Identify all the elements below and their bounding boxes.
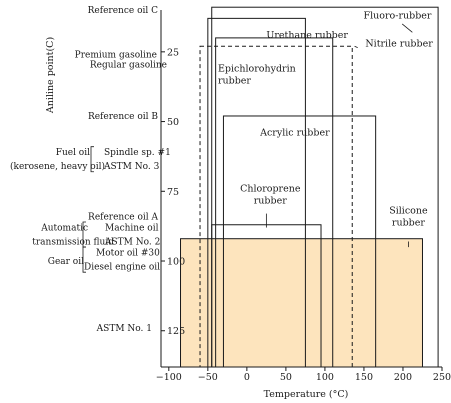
rubber-label-urethane-rubber: Urethane rubber xyxy=(266,30,348,41)
oil-label-transmission-fluid: transmission fluid xyxy=(32,237,114,247)
x-tick-label: 50 xyxy=(280,372,292,383)
axes: −100 −50 0 50 100 150 200 250 25 50 75 100 125 xyxy=(156,10,451,383)
oil-label-reference-oil-b: Reference oil B xyxy=(88,112,158,122)
oil-label-astm-no-2: ASTM No. 2 xyxy=(104,237,160,247)
oil-label-machine-oil: Machine oil xyxy=(105,224,159,234)
oil-label-fuel-oil: Fuel oil xyxy=(56,148,90,158)
range-box-silicone-rubber xyxy=(180,238,423,368)
bracket-2 xyxy=(82,246,86,273)
rubber-label-chloroprene-rubber: Chloroprene rubber xyxy=(240,183,301,206)
rubber-label-line: Epichlorohydrin xyxy=(218,63,296,74)
oil-label-motor-oil-30: Motor oil #30 xyxy=(96,249,160,259)
rubber-label-line: Urethane rubber xyxy=(266,30,348,41)
y-tick-label: 100 xyxy=(167,257,185,268)
x-tick-label: 250 xyxy=(433,372,451,383)
rubber-label-line: Nitrile rubber xyxy=(365,38,433,49)
rubber-label-line: rubber xyxy=(254,195,287,206)
rubber-labels: Fluoro-rubber Urethane rubber Nitrile rubb… xyxy=(218,10,433,248)
rubber-boxes xyxy=(180,6,439,368)
rubber-label-line: rubber xyxy=(392,218,425,229)
x-tick-label: −50 xyxy=(198,372,218,383)
y-tick-label: 75 xyxy=(167,187,179,198)
rubber-label-line: Silicone xyxy=(389,206,428,217)
oil-label-kerosene-heavy-oil: (kerosene, heavy oil) xyxy=(10,161,105,172)
rubber-label-silicone-rubber: Silicone rubber xyxy=(389,206,428,229)
oil-label-gear-oil: Gear oil xyxy=(48,257,84,267)
rubber-label-line: rubber xyxy=(218,75,251,86)
rubber-label-fluoro-rubber: Fluoro-rubber xyxy=(364,10,432,21)
rubber-label-line: Chloroprene xyxy=(240,183,301,194)
x-tick-label: 0 xyxy=(244,372,250,383)
rubber-label-nitrile-rubber: Nitrile rubber xyxy=(365,38,433,49)
rubber-label-acrylic-rubber: Acrylic rubber xyxy=(259,128,330,139)
oil-label-astm-no-1: ASTM No. 1 xyxy=(96,324,152,334)
x-tick-label: 200 xyxy=(394,372,412,383)
leader-nitrile-rubber xyxy=(354,45,358,49)
x-axis-title: Temperature (°C) xyxy=(264,389,349,400)
x-tick-label: 150 xyxy=(355,372,373,383)
oil-label-spindle-sp-1: Spindle sp. #1 xyxy=(104,148,171,158)
y-tick-label: 25 xyxy=(167,47,179,58)
oil-label-reference-oil-a: Reference oil A xyxy=(88,212,158,222)
oil-label-premium-gasoline: Premium gasoline xyxy=(75,51,157,61)
oil-label-regular-gasoline: Regular gasoline xyxy=(90,60,167,70)
oil-label-astm-no-3: ASTM No. 3 xyxy=(103,162,160,172)
oil-label-diesel-engine-oil: Diesel engine oil xyxy=(84,263,160,273)
y-axis-title: Aniline point(C) xyxy=(45,37,56,114)
oil-label-automatic: Automatic xyxy=(40,224,88,234)
leader-fluoro-rubber xyxy=(401,23,413,33)
y-tick-label: 125 xyxy=(167,326,185,337)
y-tick-label: 50 xyxy=(167,117,179,128)
rubber-label-epichlorohydrin-rubber: Epichlorohydrin rubber xyxy=(218,63,296,86)
oil-label-reference-oil-c: Reference oil C xyxy=(88,6,158,16)
bracket-0 xyxy=(90,146,94,173)
x-tick-label: −100 xyxy=(156,372,182,383)
rubber-label-line: Fluoro-rubber xyxy=(364,10,432,21)
rubber-label-line: Acrylic rubber xyxy=(259,128,330,139)
x-tick-label: 100 xyxy=(316,372,334,383)
